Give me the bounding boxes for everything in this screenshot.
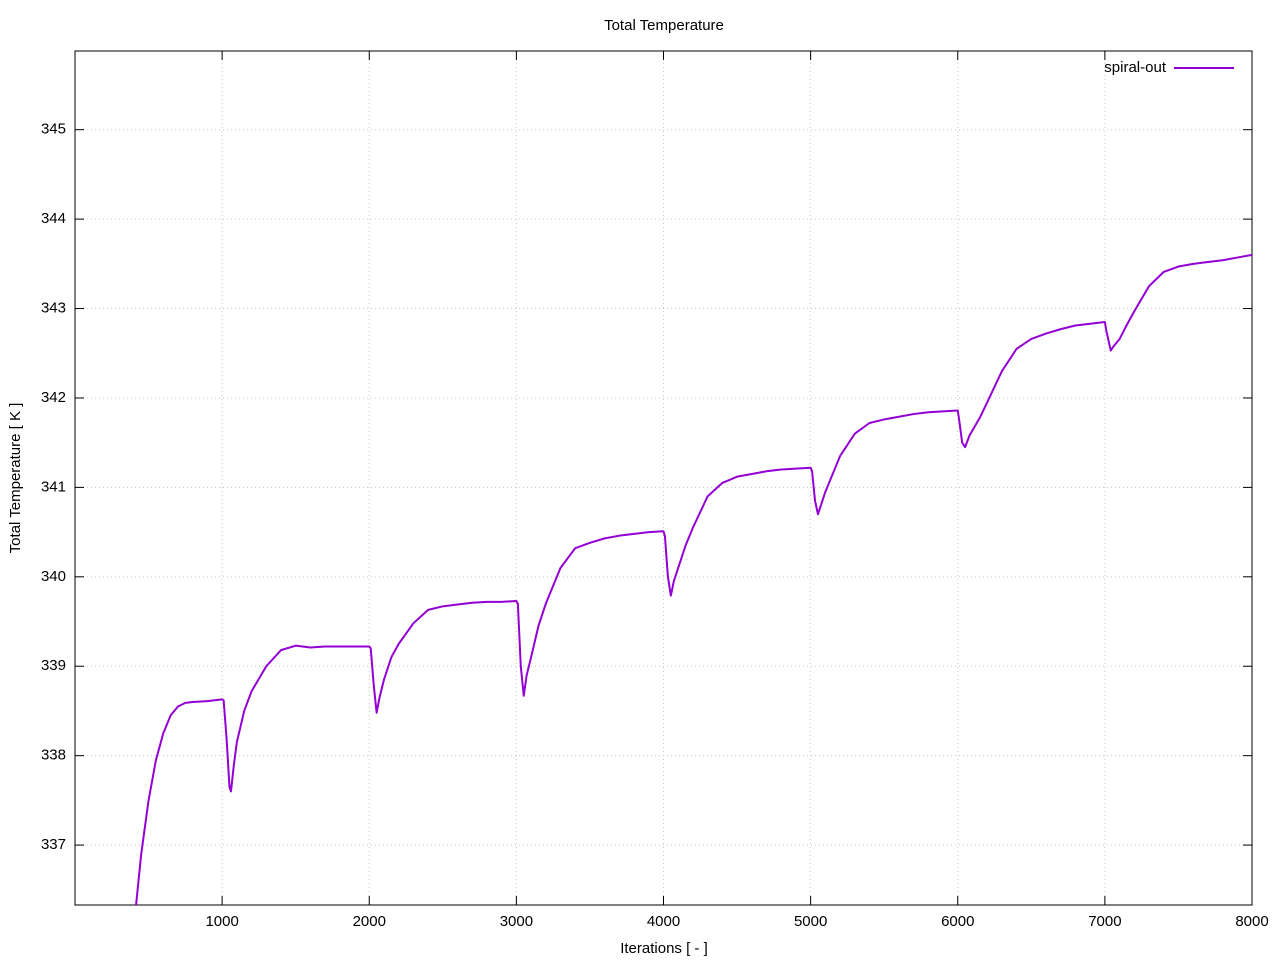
x-tick-label: 7000	[1088, 913, 1121, 930]
y-tick-label: 345	[41, 121, 66, 138]
x-tick-label: 1000	[205, 913, 238, 930]
x-tick-label: 6000	[941, 913, 974, 930]
y-tick-label: 340	[41, 568, 66, 585]
legend-label: spiral-out	[1104, 59, 1167, 76]
data-line	[135, 253, 1253, 906]
x-axis-label: Iterations [ - ]	[620, 940, 708, 957]
y-tick-label: 339	[41, 657, 66, 674]
y-tick-label: 337	[41, 836, 66, 853]
y-tick-label: 343	[41, 300, 66, 317]
x-tick-label: 3000	[500, 913, 533, 930]
chart-title: Total Temperature	[604, 17, 724, 34]
plot-frame	[74, 50, 1253, 906]
x-tick-label: 4000	[647, 913, 680, 930]
x-tick-label: 5000	[794, 913, 827, 930]
y-tick-label: 342	[41, 389, 66, 406]
x-tick-label: 2000	[353, 913, 386, 930]
y-axis-label: Total Temperature [ K ]	[7, 403, 24, 554]
y-tick-label: 344	[41, 210, 66, 227]
x-tick-label: 8000	[1235, 913, 1268, 930]
y-tick-label: 341	[41, 478, 66, 495]
y-tick-label: 338	[41, 747, 66, 764]
